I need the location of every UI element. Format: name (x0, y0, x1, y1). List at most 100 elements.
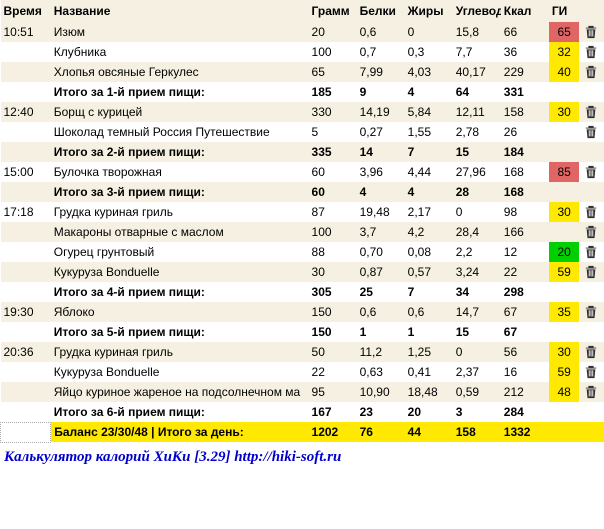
trash-icon (582, 225, 600, 239)
col-time[interactable]: Время (1, 0, 51, 22)
cell-gram: 95 (309, 382, 357, 402)
delete-button[interactable] (579, 242, 603, 262)
cell-kcal: 12 (501, 242, 549, 262)
subtotal-fat: 7 (405, 142, 453, 162)
cell-gi: 20 (549, 242, 580, 262)
cell-protein: 14,19 (357, 102, 405, 122)
cell-gi: 48 (549, 382, 580, 402)
cell-protein: 0,70 (357, 242, 405, 262)
delete-button[interactable] (579, 22, 603, 42)
cell-gi (549, 122, 580, 142)
col-name[interactable]: Название (51, 0, 309, 22)
col-fat[interactable]: Жиры (405, 0, 453, 22)
cell-kcal: 36 (501, 42, 549, 62)
subtotal-fat: 4 (405, 82, 453, 102)
food-row[interactable]: Шоколад темный Россия Путешествие50,271,… (1, 122, 604, 142)
cell-gram: 60 (309, 162, 357, 182)
delete-button[interactable] (579, 382, 603, 402)
food-row[interactable]: Хлопья овсяные Геркулес657,994,0340,1722… (1, 62, 604, 82)
delete-button[interactable] (579, 302, 603, 322)
trash-icon (582, 205, 600, 219)
subtotal-label: Итого за 6-й прием пищи: (51, 402, 309, 422)
cell-name: Яйцо куриное жареное на подсолнечном ма (51, 382, 309, 402)
food-row[interactable]: Кукуруза Bonduelle300,870,573,242259 (1, 262, 604, 282)
col-carb[interactable]: Углеводы (453, 0, 501, 22)
cell-kcal: 166 (501, 222, 549, 242)
delete-button[interactable] (579, 162, 603, 182)
food-row[interactable]: 19:30Яблоко1500,60,614,76735 (1, 302, 604, 322)
cell-name: Изюм (51, 22, 309, 42)
cell-time: 15:00 (1, 162, 51, 182)
trash-icon (582, 345, 600, 359)
subtotal-carb: 28 (453, 182, 501, 202)
delete-button[interactable] (579, 122, 603, 142)
cell-name: Булочка творожная (51, 162, 309, 182)
cell-fat: 0,41 (405, 362, 453, 382)
cell-gi: 30 (549, 202, 580, 222)
food-row[interactable]: 12:40Борщ с курицей33014,195,8412,111583… (1, 102, 604, 122)
delete-button[interactable] (579, 222, 603, 242)
cell-gram: 22 (309, 362, 357, 382)
food-row[interactable]: 17:18Грудка куриная гриль8719,482,170983… (1, 202, 604, 222)
subtotal-carb: 3 (453, 402, 501, 422)
food-row[interactable]: 10:51Изюм200,6015,86665 (1, 22, 604, 42)
food-row[interactable]: Макароны отварные с маслом1003,74,228,41… (1, 222, 604, 242)
cell-carb: 40,17 (453, 62, 501, 82)
delete-button[interactable] (579, 42, 603, 62)
food-row[interactable]: Яйцо куриное жареное на подсолнечном ма9… (1, 382, 604, 402)
cell-kcal: 56 (501, 342, 549, 362)
cell-protein: 19,48 (357, 202, 405, 222)
cell-carb: 15,8 (453, 22, 501, 42)
subtotal-kcal: 331 (501, 82, 549, 102)
cell-protein: 0,63 (357, 362, 405, 382)
grand-total-row: Баланс 23/30/48 | Итого за день:12027644… (1, 422, 604, 442)
trash-icon (582, 165, 600, 179)
cell-name: Борщ с курицей (51, 102, 309, 122)
cell-time (1, 262, 51, 282)
cell-gram: 65 (309, 62, 357, 82)
cell-gram: 150 (309, 302, 357, 322)
cell-fat: 4,44 (405, 162, 453, 182)
cell-kcal: 22 (501, 262, 549, 282)
cell-kcal: 212 (501, 382, 549, 402)
food-row[interactable]: Огурец грунтовый880,700,082,21220 (1, 242, 604, 262)
food-row[interactable]: Кукуруза Bonduelle220,630,412,371659 (1, 362, 604, 382)
food-row[interactable]: 20:36Грудка куриная гриль5011,21,2505630 (1, 342, 604, 362)
cell-fat: 0,6 (405, 302, 453, 322)
delete-button[interactable] (579, 202, 603, 222)
delete-button[interactable] (579, 102, 603, 122)
cell-protein: 10,90 (357, 382, 405, 402)
grand-protein: 76 (357, 422, 405, 442)
col-gi[interactable]: ГИ (549, 0, 580, 22)
subtotal-kcal: 168 (501, 182, 549, 202)
app-footer: Калькулятор калорий ХиКи [3.29] http://h… (0, 443, 604, 470)
delete-button[interactable] (579, 342, 603, 362)
cell-kcal: 67 (501, 302, 549, 322)
delete-button[interactable] (579, 62, 603, 82)
cell-name: Клубника (51, 42, 309, 62)
trash-icon (582, 385, 600, 399)
grand-time-cell[interactable] (1, 422, 51, 442)
cell-name: Яблоко (51, 302, 309, 322)
subtotal-label: Итого за 5-й прием пищи: (51, 322, 309, 342)
cell-carb: 0 (453, 202, 501, 222)
col-gram[interactable]: Грамм (309, 0, 357, 22)
food-row[interactable]: Клубника1000,70,37,73632 (1, 42, 604, 62)
delete-button[interactable] (579, 362, 603, 382)
cell-time (1, 382, 51, 402)
cell-carb: 28,4 (453, 222, 501, 242)
meal-subtotal-row: Итого за 4-й прием пищи:30525734298 (1, 282, 604, 302)
food-row[interactable]: 15:00Булочка творожная603,964,4427,96168… (1, 162, 604, 182)
trash-icon (582, 245, 600, 259)
cell-name: Кукуруза Bonduelle (51, 262, 309, 282)
cell-carb: 3,24 (453, 262, 501, 282)
cell-carb: 2,78 (453, 122, 501, 142)
delete-button[interactable] (579, 262, 603, 282)
cell-protein: 0,6 (357, 302, 405, 322)
cell-fat: 1,55 (405, 122, 453, 142)
cell-gram: 88 (309, 242, 357, 262)
subtotal-gram: 335 (309, 142, 357, 162)
col-protein[interactable]: Белки (357, 0, 405, 22)
col-kcal[interactable]: Ккал (501, 0, 549, 22)
grand-fat: 44 (405, 422, 453, 442)
